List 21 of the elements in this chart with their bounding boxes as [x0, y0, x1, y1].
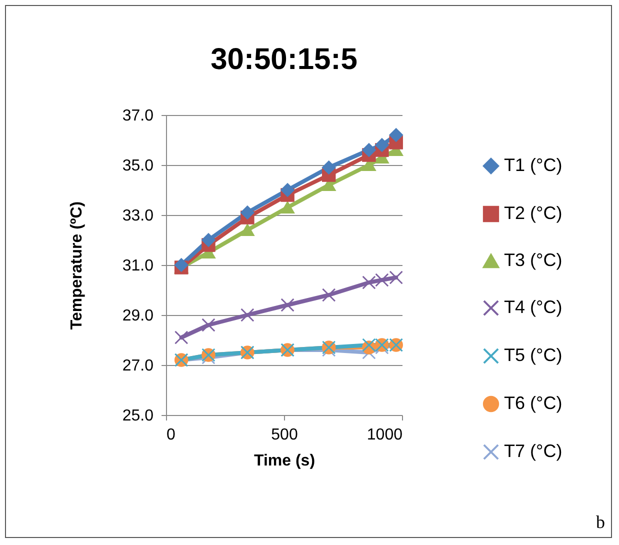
y-tick-label: 25.0	[122, 408, 154, 424]
y-tick-label: 29.0	[122, 308, 154, 324]
legend-label: T2 (°C)	[504, 203, 562, 223]
y-tick-label: 37.0	[122, 108, 154, 124]
x-tick-label: 500	[271, 426, 298, 444]
y-tick-label: 27.0	[122, 358, 154, 374]
x-tick-label: 0	[166, 426, 176, 444]
legend-label: T1 (°C)	[504, 155, 562, 175]
legend-label: T4 (°C)	[504, 297, 562, 317]
legend-label: T5 (°C)	[504, 345, 562, 365]
legend-label: T3 (°C)	[504, 250, 562, 270]
x-tick-label: 1000	[366, 426, 403, 444]
chart-title: 30:50:15:5	[210, 43, 358, 76]
y-tick-label: 35.0	[122, 158, 154, 174]
y-tick-label: 33.0	[122, 208, 154, 224]
y-axis-title: Temperature (ºC)	[68, 201, 86, 330]
y-tick-label: 31.0	[122, 258, 154, 274]
legend-label: T6 (°C)	[504, 393, 562, 413]
legend-label: T7 (°C)	[504, 441, 562, 461]
x-axis-title: Time (s)	[254, 452, 316, 470]
text: b	[596, 512, 605, 533]
